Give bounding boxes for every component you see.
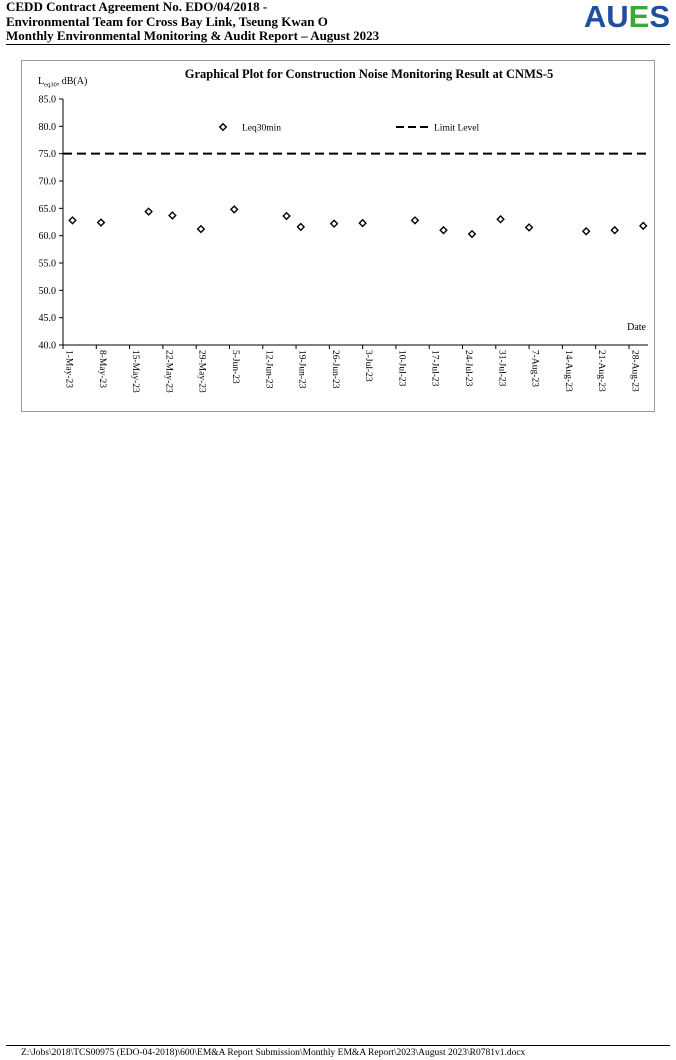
x-tick-label: 12-Jun-23 — [263, 350, 273, 389]
footer-file-path: Z:\Jobs\2018\TCS00975 (EDO-04-2018)\600\… — [21, 1048, 526, 1058]
x-tick-label: 24-Jul-23 — [463, 350, 473, 387]
leq30min-data-point — [144, 207, 153, 216]
x-tick-label: 17-Jul-23 — [430, 350, 440, 387]
x-tick-label: 15-May-23 — [130, 350, 140, 393]
y-tick-label: 70.0 — [39, 177, 57, 188]
logo-letter-a: A — [583, 0, 607, 34]
leq30min-data-point — [410, 216, 420, 225]
logo-letter-u: U — [606, 0, 629, 34]
x-tick-label: 31-Jul-23 — [496, 350, 506, 387]
y-tick-label: 75.0 — [39, 149, 57, 160]
leq30min-data-point — [282, 211, 291, 221]
header-divider — [6, 44, 670, 45]
y-tick-label: 50.0 — [39, 286, 57, 297]
chart-title: Graphical Plot for Construction Noise Mo… — [185, 67, 554, 81]
x-tick-label: 10-Jul-23 — [396, 350, 406, 387]
x-tick-label: 19-Jun-23 — [297, 350, 307, 389]
x-tick-label: 3-Jul-23 — [363, 350, 373, 382]
y-axis-label: Leq30, dB(A) — [38, 76, 87, 89]
legend-leq30min-marker — [218, 122, 228, 132]
leq30min-data-point — [296, 222, 306, 232]
x-axis-label: Date — [627, 322, 646, 333]
y-tick-label: 55.0 — [39, 259, 57, 270]
noise-chart-frame: Graphical Plot for Construction Noise Mo… — [21, 60, 655, 412]
x-tick-label: 26-Jun-23 — [330, 350, 340, 389]
leq30min-data-point — [638, 221, 648, 231]
leq30min-data-point — [229, 205, 239, 214]
x-tick-label: 8-May-23 — [97, 350, 107, 388]
leq30min-data-point — [168, 211, 177, 220]
y-tick-label: 45.0 — [39, 313, 57, 324]
y-tick-label: 60.0 — [39, 231, 57, 242]
x-tick-label: 21-Aug-23 — [596, 350, 606, 392]
leq30min-data-point — [358, 218, 367, 228]
x-tick-label: 14-Aug-23 — [563, 350, 573, 392]
header-report-line: Monthly Environmental Monitoring & Audit… — [6, 28, 380, 43]
x-tick-label: 22-May-23 — [163, 350, 173, 393]
leq30min-data-point — [524, 223, 534, 232]
leq30min-data-point — [439, 225, 448, 235]
aues-logo: AUES — [584, 1, 670, 33]
legend-leq30min-label: Leq30min — [242, 124, 281, 134]
logo-letter-s: S — [649, 0, 670, 34]
x-tick-label: 29-May-23 — [197, 350, 207, 393]
leq30min-data-point — [496, 214, 505, 224]
leq30min-data-point — [68, 216, 77, 225]
leq30min-data-point — [581, 227, 591, 236]
x-tick-label: 28-Aug-23 — [629, 350, 639, 392]
leq30min-data-point — [329, 219, 339, 228]
noise-chart: Graphical Plot for Construction Noise Mo… — [38, 67, 648, 393]
y-tick-label: 85.0 — [39, 95, 57, 106]
x-tick-label: 5-Jun-23 — [230, 350, 240, 384]
leq30min-data-point — [610, 225, 619, 235]
report-header: CEDD Contract Agreement No. EDO/04/2018 … — [6, 0, 670, 44]
leq30min-data-point — [196, 224, 206, 234]
y-tick-label: 65.0 — [39, 204, 57, 215]
leq30min-data-point — [467, 229, 477, 239]
logo-letter-e: E — [628, 0, 650, 34]
leq30min-data-point — [96, 218, 106, 227]
legend-limit-level-label: Limit Level — [434, 124, 479, 134]
x-tick-label: 1-May-23 — [64, 350, 74, 388]
footer-divider — [6, 1045, 670, 1046]
y-tick-label: 40.0 — [39, 341, 57, 352]
header-project-line: Environmental Team for Cross Bay Link, T… — [6, 13, 328, 29]
header-text-block: CEDD Contract Agreement No. EDO/04/2018 … — [6, 0, 379, 44]
plot-area: Graphical Plot for Construction Noise Mo… — [38, 67, 648, 393]
x-tick-label: 7-Aug-23 — [530, 350, 540, 387]
header-contract-line: CEDD Contract Agreement No. EDO/04/2018 … — [6, 0, 268, 14]
y-tick-label: 80.0 — [39, 122, 57, 133]
